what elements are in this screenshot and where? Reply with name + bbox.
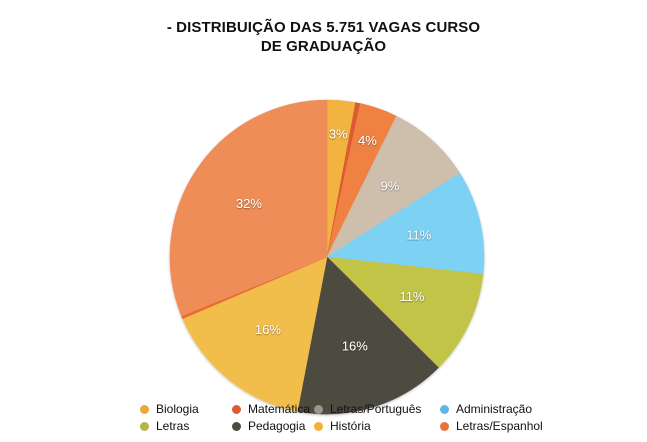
chart-title-line-1: - DISTRIBUIÇÃO DAS 5.751 VAGAS CURSO <box>166 19 481 36</box>
legend-label: História <box>330 419 371 433</box>
slice-label: 4% <box>358 133 377 148</box>
legend-label: Letras/Espanhol <box>456 419 543 433</box>
legend-item: Biologia <box>140 402 232 417</box>
legend-item: Letras/Português <box>314 402 440 417</box>
legend-item: Matemática <box>232 402 314 417</box>
legend-swatch-icon <box>232 405 241 414</box>
pie-slice-administra-o <box>326 172 485 275</box>
legend-swatch-icon <box>440 405 449 414</box>
pie-slice-letras-espanhol <box>169 99 328 317</box>
legend-item: Letras <box>140 419 232 434</box>
slice-label: 3% <box>329 126 348 141</box>
legend-label: Letras <box>156 419 190 433</box>
legend-swatch-icon <box>140 405 149 414</box>
chart-title: - DISTRIBUIÇÃO DAS 5.751 VAGAS CURSO DE … <box>0 18 647 56</box>
slice-label: 11% <box>399 289 424 304</box>
legend-item: Administração <box>440 402 560 417</box>
chart-legend: Biologia Matemática Letras/Português Admini… <box>140 402 560 434</box>
slice-label: 11% <box>406 227 431 242</box>
legend-swatch-icon <box>232 422 241 431</box>
slice-label: 32% <box>236 196 262 211</box>
legend-swatch-icon <box>140 422 149 431</box>
pie-slice-letras-portugu-s <box>326 115 461 258</box>
legend-item: Letras/Espanhol <box>440 419 560 434</box>
legend-label: Administração <box>456 402 533 416</box>
pie-slice-pedagogia <box>297 256 439 415</box>
slice-label: 16% <box>255 322 281 337</box>
legend-label: Pedagogia <box>248 419 306 433</box>
slice-label: 16% <box>342 338 368 353</box>
legend-label: Matemática <box>248 402 311 416</box>
legend-item: Pedagogia <box>232 419 314 434</box>
slice-label: 9% <box>381 178 400 193</box>
legend-swatch-icon <box>314 422 323 431</box>
chart-title-line-2: DE GRADUAÇÃO <box>260 38 387 55</box>
pie-slice-biologia <box>182 256 328 412</box>
pie-slice-letras <box>326 256 484 369</box>
legend-label: Biologia <box>156 402 199 416</box>
legend-swatch-icon <box>314 405 323 414</box>
legend-swatch-icon <box>440 422 449 431</box>
legend-item: História <box>314 419 440 434</box>
legend-label: Letras/Português <box>330 402 422 416</box>
